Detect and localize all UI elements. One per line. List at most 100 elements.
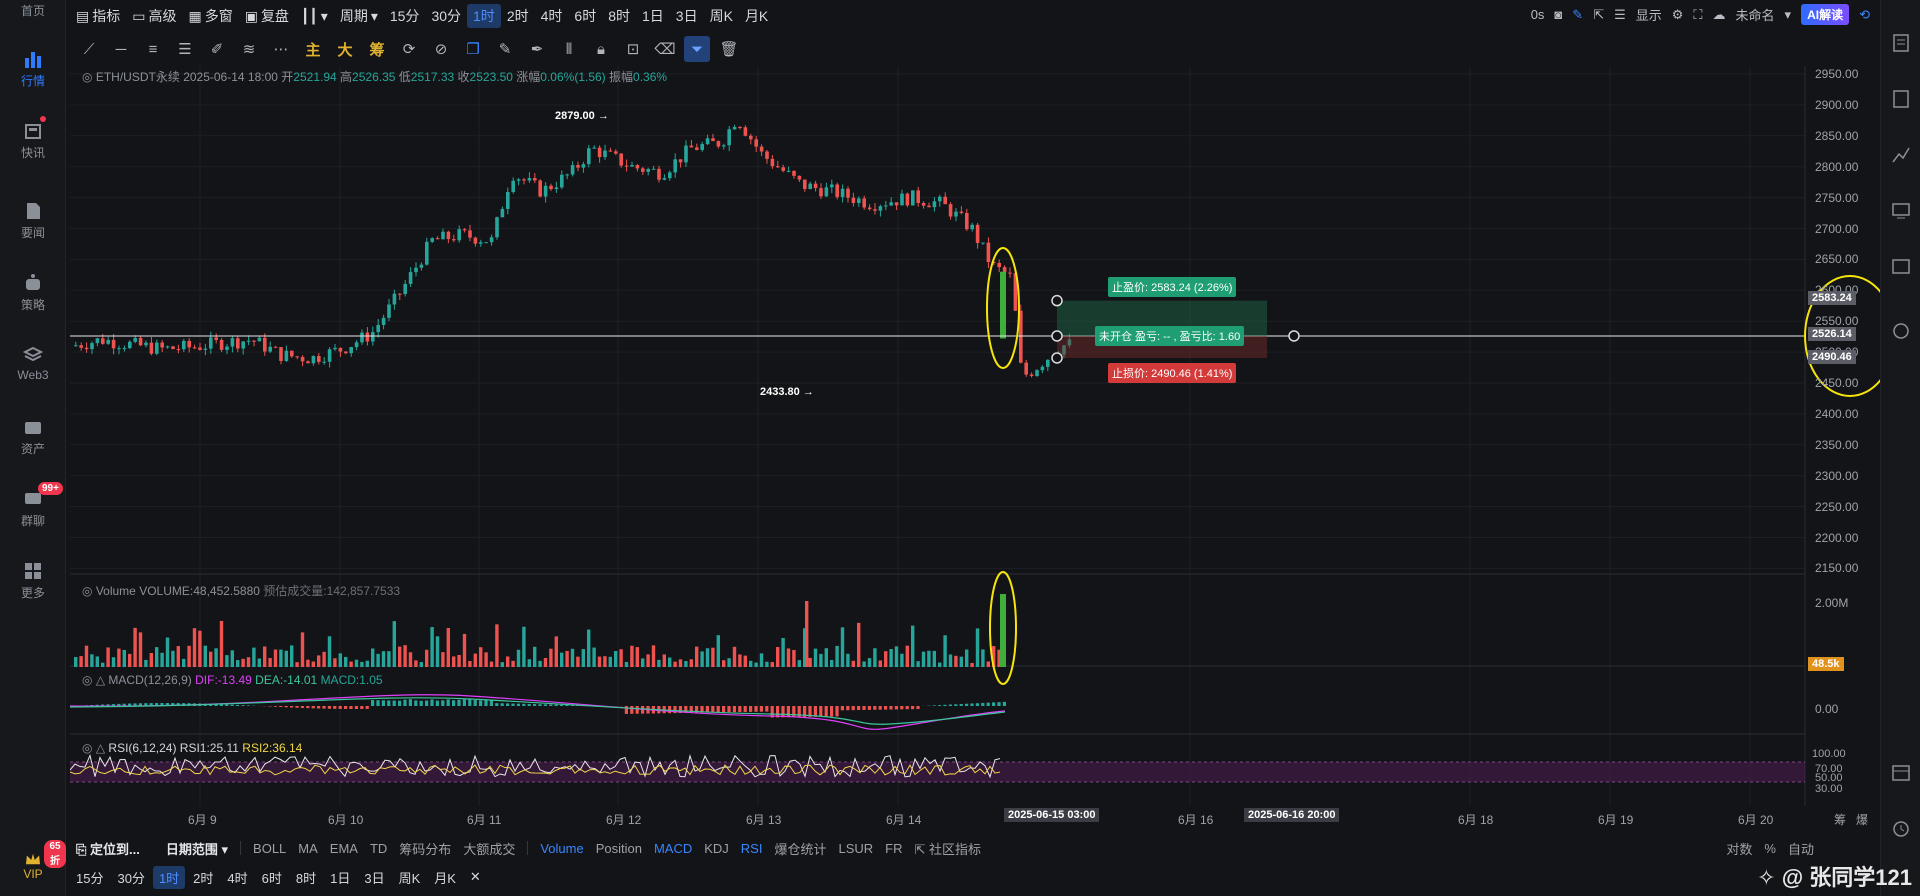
layout-name[interactable]: 未命名	[1735, 8, 1775, 23]
trend-icon[interactable]	[1891, 146, 1911, 164]
pattern-icon[interactable]: ≋	[242, 41, 256, 58]
edit-box-icon[interactable]: ⊡	[626, 41, 640, 58]
log-scale-toggle[interactable]: 对数	[1726, 841, 1753, 857]
magnet-icon[interactable]: ⟳	[402, 41, 416, 58]
tf-1mo[interactable]: 月K	[744, 8, 769, 24]
horizontal-line-icon[interactable]: ─	[115, 40, 127, 58]
chips-button[interactable]: 筹	[369, 41, 385, 59]
tf-30m[interactable]: 30分	[431, 8, 462, 24]
nav-more[interactable]: 更多	[0, 562, 66, 601]
trash-icon[interactable]: 🗑︎	[719, 41, 739, 58]
eye-icon[interactable]: ◎	[82, 741, 93, 755]
tf-4h[interactable]: 4时	[540, 8, 563, 24]
nav-assets[interactable]: 资产	[0, 418, 66, 457]
more-tools-icon[interactable]: ⋯	[273, 41, 289, 58]
quick-tf-15m[interactable]: 15分	[76, 870, 104, 886]
monitor-icon[interactable]	[1891, 202, 1911, 220]
ind-liquidations[interactable]: 爆仓统计	[774, 841, 827, 857]
gear-icon[interactable]: ⚙	[1671, 6, 1684, 22]
ind-position[interactable]: Position	[595, 840, 642, 856]
quick-tf-8h[interactable]: 8时	[295, 870, 317, 886]
ai-interpret-button[interactable]: AI解读	[1801, 4, 1850, 25]
tf-8h[interactable]: 8时	[608, 8, 630, 24]
multi-window-button[interactable]: ▦ 多窗	[182, 4, 238, 28]
tf-3d[interactable]: 3日	[675, 8, 698, 24]
eye-icon[interactable]: ◎	[82, 70, 93, 84]
auto-scale-toggle[interactable]: 自动	[1787, 841, 1814, 857]
eye-icon[interactable]: ◎	[82, 673, 93, 687]
locate-button[interactable]: ⎘ 定位到...	[70, 839, 146, 858]
position-status-label[interactable]: 未开仓 盈亏: -- , 盈亏比: 1.60	[1095, 326, 1245, 346]
clock-icon[interactable]	[1891, 820, 1911, 838]
ind-boll[interactable]: BOLL	[253, 840, 287, 856]
share-icon[interactable]: ⟲	[1859, 6, 1870, 22]
ind-ema[interactable]: EMA	[329, 840, 358, 856]
percent-toggle[interactable]: %	[1764, 840, 1776, 856]
trend-line-icon[interactable]: ⟋	[83, 40, 95, 58]
ruler-icon[interactable]: ⊘	[434, 41, 448, 58]
nav-home[interactable]: 首页	[0, 2, 66, 19]
depth-icon[interactable]	[1891, 90, 1911, 108]
indicator-button[interactable]: ▤ 指标	[70, 4, 126, 28]
tf-15m[interactable]: 15分	[389, 8, 420, 24]
nav-flash[interactable]: 快讯	[0, 116, 66, 161]
ind-kdj[interactable]: KDJ	[704, 840, 729, 856]
quick-tf-1d[interactable]: 1日	[330, 870, 351, 886]
copy-icon[interactable]: ❐	[466, 41, 480, 58]
period-dropdown[interactable]: 周期 ▾	[334, 4, 384, 28]
lock-icon[interactable]: 🔒︎	[597, 40, 605, 58]
eye-icon[interactable]: ◎	[82, 584, 93, 598]
tf-1w[interactable]: 周K	[709, 8, 733, 24]
tf-1h[interactable]: 1时	[467, 4, 501, 28]
stop-loss-label[interactable]: 止损价: 2490.46 (1.41%)	[1108, 363, 1237, 383]
tf-2h[interactable]: 2时	[506, 8, 529, 24]
fullscreen-icon[interactable]: ⛶	[1693, 6, 1703, 22]
fib-retracement-icon[interactable]: ☰	[178, 41, 192, 58]
quick-tf-4h[interactable]: 4时	[227, 870, 248, 886]
parallel-channel-icon[interactable]: ≡	[148, 40, 158, 58]
ind-rsi[interactable]: RSI	[740, 840, 763, 856]
take-profit-label[interactable]: 止盈价: 2583.24 (2.26%)	[1108, 277, 1237, 297]
ind-td[interactable]: TD	[369, 840, 388, 856]
tf-6h[interactable]: 6时	[574, 8, 597, 24]
quick-tf-6h[interactable]: 6时	[261, 870, 282, 886]
pencil-icon[interactable]: ✎	[498, 41, 512, 58]
ind-fr[interactable]: FR	[885, 840, 903, 856]
list-icon[interactable]: ☰	[1614, 6, 1626, 22]
pen-icon[interactable]: ✎	[1572, 6, 1584, 22]
quick-tf-2h[interactable]: 2时	[193, 870, 214, 886]
date-range-dropdown[interactable]: 日期范围 ▾	[165, 841, 229, 857]
highlighter-icon[interactable]: ✒	[530, 41, 544, 58]
quick-tf-1w[interactable]: 周K	[398, 870, 421, 886]
nav-vip[interactable]: VIP 65折	[0, 840, 66, 881]
candles-icon[interactable]: ⫴	[565, 40, 573, 58]
axis-corner-chips[interactable]: 筹	[1834, 813, 1847, 827]
ind-ma[interactable]: MA	[298, 840, 318, 856]
refresh-seconds[interactable]: 0s	[1530, 7, 1545, 22]
quick-tf-30m[interactable]: 30分	[117, 870, 145, 886]
filter-icon[interactable]: ⏷	[684, 36, 710, 62]
chart-area[interactable]: ◎ ETH/USDT永续 2025-06-14 18:00 开2521.94 高…	[70, 66, 1880, 828]
candlestick-chart[interactable]	[70, 66, 1880, 828]
ind-macd[interactable]: MACD	[653, 840, 693, 856]
eraser-icon[interactable]: ⌫	[654, 41, 676, 58]
share-out-icon[interactable]: ⇱	[1593, 6, 1605, 22]
community-indicators-button[interactable]: ⇱ 社区指标	[909, 839, 988, 858]
quick-tf-3d[interactable]: 3日	[364, 870, 385, 886]
quick-tf-1mo[interactable]: 月K	[434, 870, 456, 886]
ind-lsur[interactable]: LSUR	[838, 840, 874, 856]
axis-corner-liq[interactable]: 爆	[1856, 813, 1869, 827]
tf-1d[interactable]: 1日	[642, 8, 664, 24]
advanced-button[interactable]: ▭ 高级	[126, 4, 182, 28]
compass-icon[interactable]	[1891, 322, 1911, 340]
chart-type-button[interactable]: ┃┃ ▾	[295, 4, 334, 28]
screen-icon[interactable]	[1891, 258, 1911, 276]
nav-strategy[interactable]: 策略	[0, 274, 66, 313]
quick-tf-1h[interactable]: 1时	[152, 865, 186, 889]
close-icon[interactable]: ✕	[469, 869, 481, 884]
replay-button[interactable]: ▣ 复盘	[239, 4, 295, 28]
brush-icon[interactable]: ✐	[210, 41, 224, 58]
orderbook-icon[interactable]	[1891, 34, 1911, 52]
nav-web3[interactable]: Web3	[0, 346, 66, 382]
bell-icon[interactable]: △	[95, 741, 106, 755]
